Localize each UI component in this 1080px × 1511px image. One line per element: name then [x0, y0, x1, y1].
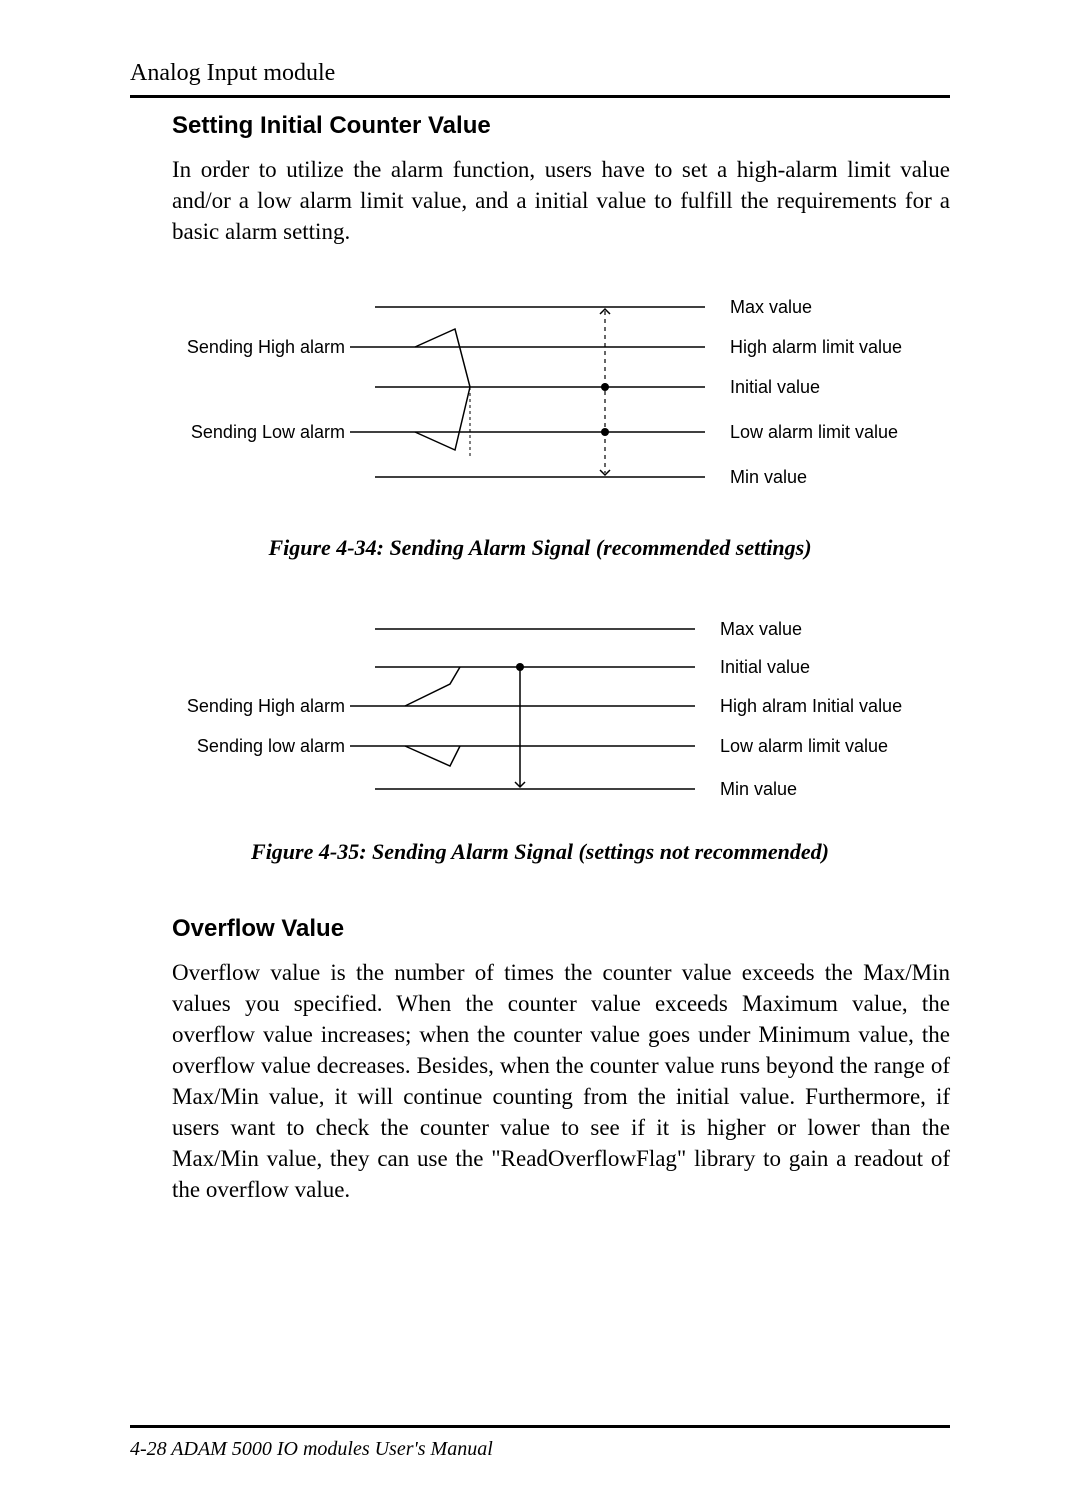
svg-text:Min value: Min value	[730, 467, 807, 487]
section1-paragraph: In order to utilize the alarm function, …	[172, 154, 950, 247]
footer-text: 4-28 ADAM 5000 IO modules User's Manual	[130, 1438, 950, 1461]
svg-text:Low alarm limit value: Low alarm limit value	[720, 736, 888, 756]
figure2-diagram: Max value Initial value High alram Initial…	[150, 611, 930, 821]
svg-text:Min value: Min value	[720, 779, 797, 799]
svg-text:Low alarm limit value: Low alarm limit value	[730, 422, 898, 442]
page-container: Analog Input module Setting Initial Coun…	[0, 0, 1080, 1296]
figure2-caption: Figure 4-35: Sending Alarm Signal (setti…	[130, 839, 950, 865]
svg-text:Max value: Max value	[720, 619, 802, 639]
section2-heading: Overflow Value	[172, 915, 950, 943]
section1-heading: Setting Initial Counter Value	[172, 112, 950, 140]
header-rule	[130, 95, 950, 98]
svg-text:Initial value: Initial value	[730, 377, 820, 397]
section2-paragraph: Overflow value is the number of times th…	[172, 957, 950, 1205]
figure1-caption: Figure 4-34: Sending Alarm Signal (recom…	[130, 535, 950, 561]
svg-text:Sending High alarm: Sending High alarm	[187, 696, 345, 716]
footer-rule	[130, 1425, 950, 1428]
page-header-title: Analog Input module	[130, 60, 950, 87]
svg-text:Sending High alarm: Sending High alarm	[187, 337, 345, 357]
svg-text:Initial value: Initial value	[720, 657, 810, 677]
figure1-container: Max value High alarm limit value Initial v…	[130, 287, 950, 561]
svg-text:High alarm limit value: High alarm limit value	[730, 337, 902, 357]
figure1-diagram: Max value High alarm limit value Initial v…	[150, 287, 930, 517]
page-footer: 4-28 ADAM 5000 IO modules User's Manual	[130, 1425, 950, 1461]
svg-text:Sending low alarm: Sending low alarm	[197, 736, 345, 756]
svg-text:High alram Initial value: High alram Initial value	[720, 696, 902, 716]
svg-text:Sending Low alarm: Sending Low alarm	[191, 422, 345, 442]
svg-text:Max value: Max value	[730, 297, 812, 317]
figure2-container: Max value Initial value High alram Initial…	[130, 611, 950, 865]
